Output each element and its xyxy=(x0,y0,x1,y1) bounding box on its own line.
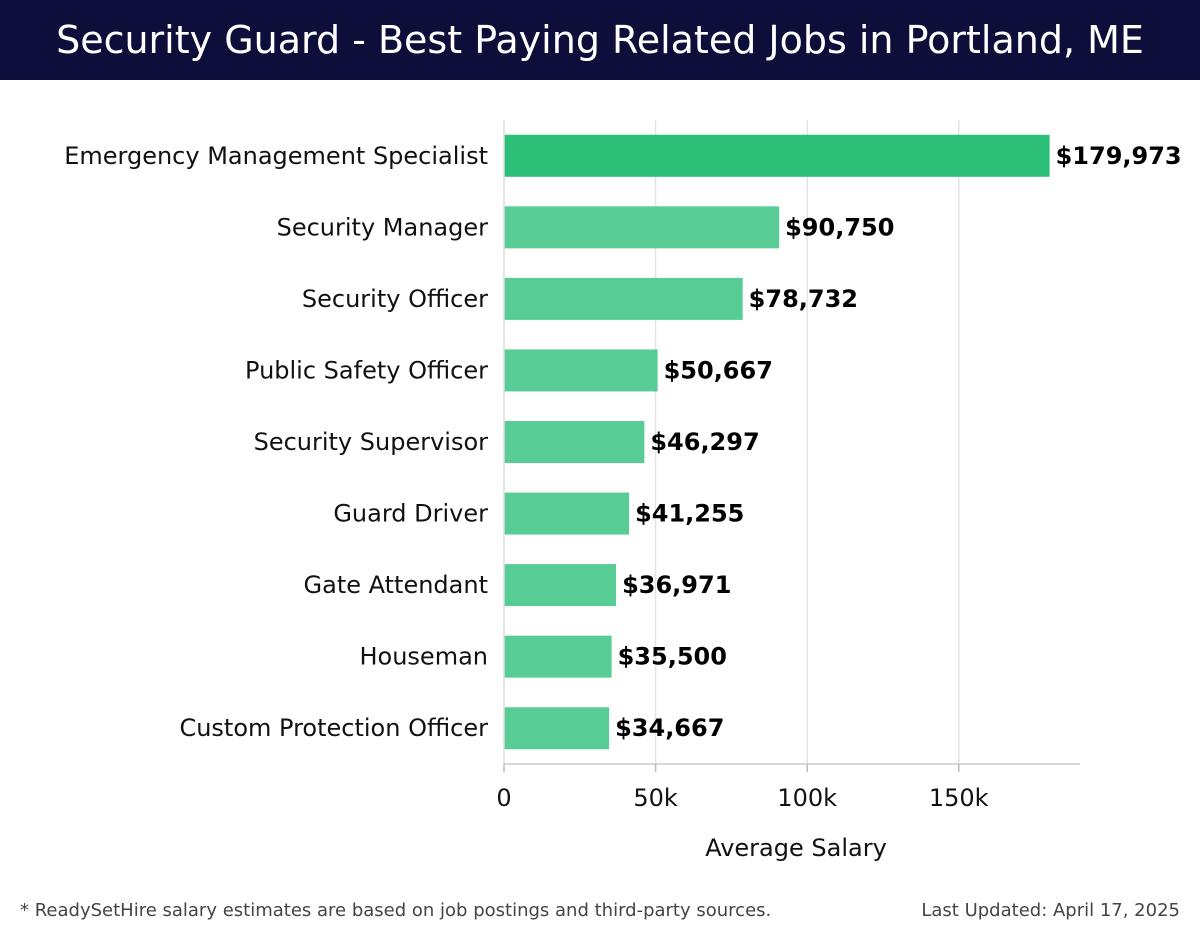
category-label: Security Officer xyxy=(302,285,488,313)
category-label: Public Safety Officer xyxy=(245,356,488,384)
bar xyxy=(504,492,630,535)
category-label: Custom Protection Officer xyxy=(179,714,488,742)
x-tick-label: 50k xyxy=(633,784,678,812)
category-label: Security Manager xyxy=(277,213,489,241)
value-label: $78,732 xyxy=(749,285,858,313)
bar xyxy=(504,134,1050,177)
chart-title: Security Guard - Best Paying Related Job… xyxy=(56,18,1144,62)
bar xyxy=(504,707,610,750)
bar xyxy=(504,564,617,607)
category-label: Security Supervisor xyxy=(254,428,489,456)
footnote: * ReadySetHire salary estimates are base… xyxy=(20,900,772,921)
value-label: $179,973 xyxy=(1056,142,1182,170)
value-label: $41,255 xyxy=(635,500,744,528)
value-label: $35,500 xyxy=(618,643,727,671)
category-label: Gate Attendant xyxy=(304,571,488,599)
category-label: Guard Driver xyxy=(333,500,488,528)
value-label: $34,667 xyxy=(615,714,724,742)
bar xyxy=(504,635,612,678)
title-bar: Security Guard - Best Paying Related Job… xyxy=(0,0,1200,80)
last-updated: Last Updated: April 17, 2025 xyxy=(921,900,1180,921)
category-label: Houseman xyxy=(359,643,488,671)
value-label: $46,297 xyxy=(650,428,759,456)
bars xyxy=(504,134,1050,750)
x-tick-label: 0 xyxy=(496,784,511,812)
bar xyxy=(504,277,743,320)
value-label: $36,971 xyxy=(622,571,731,599)
labels: Emergency Management Specialist $179,973 S… xyxy=(64,142,1181,742)
x-tick-label: 150k xyxy=(929,784,989,812)
category-label: Emergency Management Specialist xyxy=(64,142,488,170)
x-axis: 0 50k 100k 150k Average Salary xyxy=(496,120,1080,862)
bar xyxy=(504,206,780,249)
bar xyxy=(504,421,645,463)
x-tick-label: 100k xyxy=(777,784,837,812)
bar xyxy=(504,349,658,392)
x-axis-title: Average Salary xyxy=(705,834,887,862)
value-label: $50,667 xyxy=(664,356,773,384)
value-label: $90,750 xyxy=(785,213,894,241)
